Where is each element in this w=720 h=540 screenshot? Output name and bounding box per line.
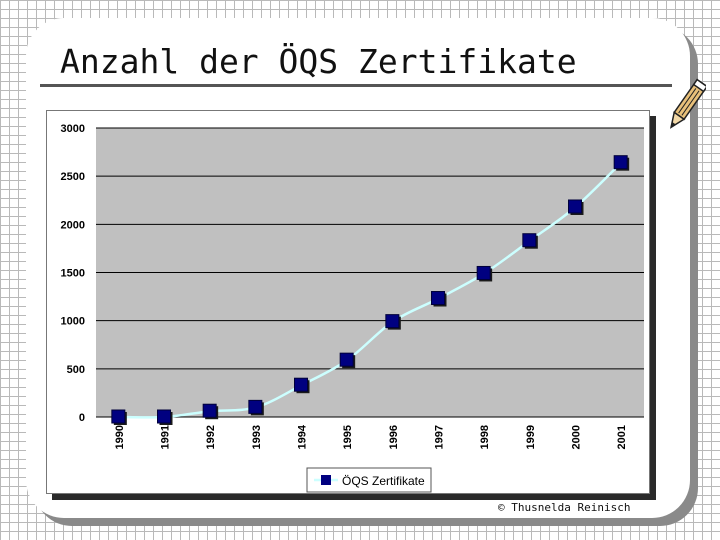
data-point [339,352,354,367]
y-tick-label: 500 [67,364,85,376]
data-point [248,399,263,414]
data-point [476,265,491,280]
x-tick-label: 1995 [342,425,354,449]
x-tick-label: 2001 [616,425,628,449]
slide-title: Anzahl der ÖQS Zertifikate [60,42,577,81]
data-point [202,403,217,418]
x-tick-label: 1994 [297,424,309,449]
data-point [613,155,628,170]
data-point [385,314,400,329]
x-tick-label: 1990 [114,425,126,449]
y-tick-label: 1000 [61,316,85,328]
x-tick-label: 1998 [479,425,491,449]
x-tick-label: 1991 [160,425,172,449]
x-tick-label: 1992 [205,425,217,449]
legend: ÖQS Zertifikate [306,467,432,493]
legend-label: ÖQS Zertifikate [342,474,425,488]
copyright-text: © Thusnelda Reinisch [498,501,631,514]
data-point [111,409,126,424]
data-point [157,409,171,424]
legend-marker-swatch [321,475,331,485]
x-tick-label: 1996 [388,425,400,449]
data-point [522,233,537,248]
y-tick-label: 1500 [61,268,85,280]
data-point [568,199,582,214]
x-tick-label: 1997 [434,425,446,449]
x-tick-label: 1999 [525,425,537,449]
x-tick-label: 2000 [571,425,583,449]
pencil-icon [669,78,706,129]
data-point [431,291,445,306]
y-tick-label: 3000 [61,123,85,135]
y-tick-label: 0 [79,412,85,424]
title-rule [40,84,672,87]
y-tick-label: 2000 [61,219,85,231]
data-point [294,377,308,392]
x-tick-label: 1993 [251,425,263,449]
y-tick-label: 2500 [61,171,85,183]
